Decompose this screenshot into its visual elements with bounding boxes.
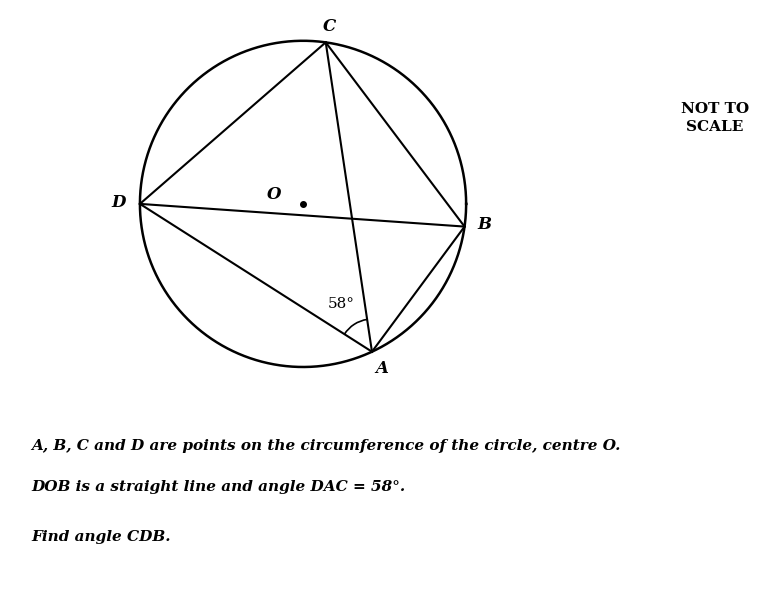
Text: NOT TO
SCALE: NOT TO SCALE bbox=[681, 101, 749, 134]
Text: O: O bbox=[267, 186, 281, 203]
Text: 58°: 58° bbox=[327, 297, 354, 311]
Text: A: A bbox=[375, 359, 388, 376]
Text: B: B bbox=[477, 216, 491, 233]
Text: DOB is a straight line and angle DAC = 58°.: DOB is a straight line and angle DAC = 5… bbox=[31, 480, 405, 494]
Text: A, B, C and D are points on the circumference of the circle, centre O.: A, B, C and D are points on the circumfe… bbox=[31, 439, 621, 453]
Text: C: C bbox=[322, 18, 336, 35]
Text: D: D bbox=[112, 194, 126, 211]
Text: Find angle CDB.: Find angle CDB. bbox=[31, 530, 171, 544]
